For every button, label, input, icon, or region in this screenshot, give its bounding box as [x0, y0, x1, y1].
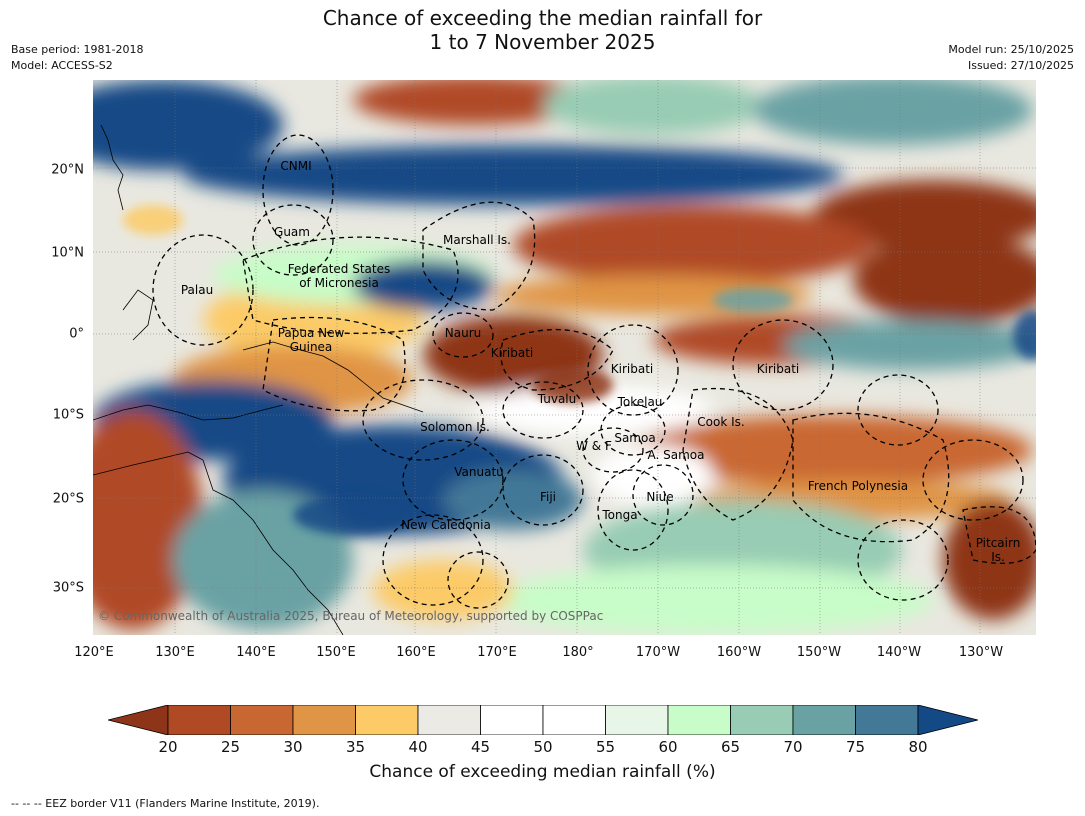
lat-label-30s: 30°S — [52, 580, 84, 596]
colorbar-extend-low — [108, 705, 169, 735]
issue-info: Model run: 25/10/2025 Issued: 27/10/2025 — [948, 42, 1074, 74]
region-label-new-caledonia: New Caledonia — [401, 518, 491, 532]
colorbar-tick-45: 45 — [470, 738, 491, 756]
colorbar-swatch-50-55 — [542, 705, 606, 735]
region-label-nauru: Nauru — [444, 326, 482, 340]
colorbar-tick-40: 40 — [408, 738, 428, 756]
colorbar-title: Chance of exceeding median rainfall (%) — [369, 762, 716, 782]
region-label-tonga: Tonga — [602, 508, 638, 522]
eez-borders — [152, 134, 1036, 609]
lon-label-130w: 130°W — [958, 645, 1004, 660]
lon-label-120e: 120°E — [74, 645, 114, 660]
colorbar-tick-80: 80 — [908, 738, 928, 756]
colorbar-tick-20: 20 — [158, 738, 178, 756]
colorbar-swatch-75-80 — [855, 705, 919, 735]
model-name: Model: ACCESS-S2 — [11, 59, 113, 72]
colorbar-swatch-30-35 — [292, 705, 356, 735]
lon-label-150w: 150°W — [796, 645, 842, 660]
colorbar-swatch-65-70 — [730, 705, 794, 735]
region-label-fiji: Fiji — [539, 490, 557, 504]
region-label-cnmi: CNMI — [280, 159, 312, 173]
lon-label-180: 180° — [562, 645, 594, 660]
colorbar-tick-35: 35 — [345, 738, 366, 756]
model-info: Base period: 1981-2018 Model: ACCESS-S2 — [11, 42, 143, 74]
region-label-french-polynesia: French Polynesia — [807, 479, 909, 493]
lon-label-160e: 160°E — [396, 645, 436, 660]
lon-label-140w: 140°W — [876, 645, 922, 660]
region-label-tuvalu: Tuvalu — [537, 392, 577, 406]
colorbar-swatch-20-25 — [167, 705, 231, 735]
map-title-line1: Chance of exceeding the median rainfall … — [322, 6, 763, 30]
rainfall-map — [93, 80, 1036, 635]
colorbar-swatch-25-30 — [230, 705, 294, 735]
lon-label-170e: 170°E — [477, 645, 517, 660]
region-label-fsm: Federated States of Micronesia — [287, 262, 391, 290]
lat-label-10s: 10°S — [52, 407, 84, 423]
map-title: Chance of exceeding the median rainfall … — [0, 6, 1085, 54]
lat-label-0: 0° — [69, 326, 84, 342]
map-canvas — [93, 80, 1036, 635]
colorbar-swatch-55-60 — [605, 705, 669, 735]
colorbar-tick-75: 75 — [845, 738, 866, 756]
colorbar-tick-70: 70 — [783, 738, 803, 756]
region-label-kiribati-west: Kiribati — [490, 346, 534, 360]
region-label-palau: Palau — [180, 283, 214, 297]
copyright-notice: © Commonwealth of Australia 2025, Bureau… — [98, 609, 604, 623]
lat-label-10n: 10°N — [51, 245, 84, 261]
model-run: Model run: 25/10/2025 — [948, 43, 1074, 56]
colorbar-tick-30: 30 — [283, 738, 303, 756]
region-label-png: Papua New Guinea — [277, 326, 345, 354]
region-label-kiribati-central: Kiribati — [610, 362, 654, 376]
lon-label-160w: 160°W — [716, 645, 762, 660]
region-label-kiribati-east: Kiribati — [756, 362, 800, 376]
colorbar-swatch-70-75 — [792, 705, 856, 735]
region-label-guam: Guam — [274, 225, 310, 239]
issued-date: Issued: 27/10/2025 — [967, 59, 1074, 72]
lon-label-150e: 150°E — [316, 645, 356, 660]
colorbar-tick-60: 60 — [658, 738, 678, 756]
region-label-cook-is: Cook Is. — [697, 415, 745, 429]
eez-footnote: -- -- -- EEZ border V11 (Flanders Marine… — [11, 797, 320, 810]
colorbar-swatch-35-40 — [355, 705, 419, 735]
region-label-pitcairn-is: Pitcairn Is. — [975, 536, 1021, 564]
map-title-line2: 1 to 7 November 2025 — [429, 30, 656, 54]
lon-label-170w: 170°W — [635, 645, 681, 660]
colorbar-swatch-40-45 — [417, 705, 481, 735]
colorbar-extend-high — [917, 705, 978, 735]
colorbar-tick-50: 50 — [533, 738, 553, 756]
graticule — [93, 80, 1036, 635]
region-label-solomon-is: Solomon Is. — [420, 420, 490, 434]
base-period: Base period: 1981-2018 — [11, 43, 144, 56]
colorbar-tick-25: 25 — [220, 738, 241, 756]
colorbar-swatch-60-65 — [667, 705, 731, 735]
land-outline — [93, 124, 424, 635]
region-label-american-samoa: A. Samoa — [647, 448, 705, 462]
region-label-w-and-f: W & F — [576, 439, 612, 453]
colorbar-tick-65: 65 — [720, 738, 741, 756]
probability-field — [93, 80, 1036, 635]
region-label-niue: Niue — [646, 490, 674, 504]
region-label-samoa: Samoa — [614, 431, 656, 445]
colorbar — [108, 705, 978, 735]
lat-label-20s: 20°S — [52, 491, 84, 507]
region-label-marshall-is: Marshall Is. — [443, 233, 511, 247]
colorbar-swatch-45-50 — [480, 705, 544, 735]
region-label-tokelau: Tokelau — [617, 395, 663, 409]
lat-label-20n: 20°N — [51, 162, 84, 178]
colorbar-tick-55: 55 — [595, 738, 616, 756]
lon-label-140e: 140°E — [236, 645, 276, 660]
region-label-vanuatu: Vanuatu — [454, 465, 504, 479]
lon-label-130e: 130°E — [155, 645, 195, 660]
